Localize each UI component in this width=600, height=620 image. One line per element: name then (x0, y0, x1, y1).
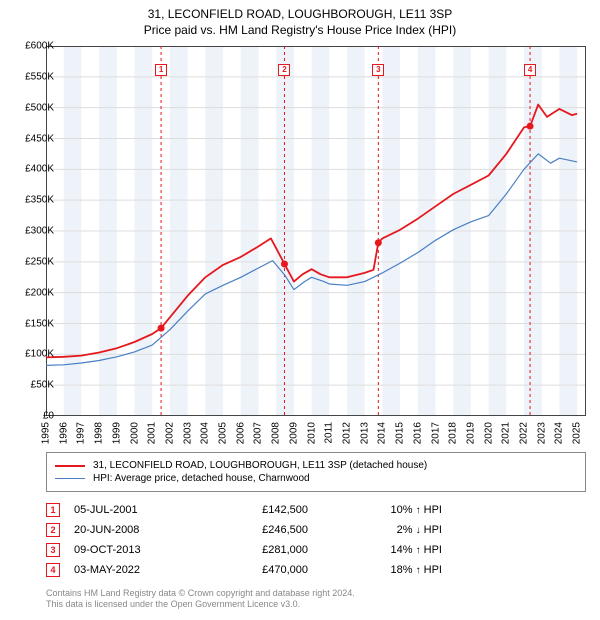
footer-attribution: Contains HM Land Registry data © Crown c… (46, 588, 586, 611)
y-axis-label: £600K (25, 41, 54, 52)
chart-title-line1: 31, LECONFIELD ROAD, LOUGHBOROUGH, LE11 … (0, 6, 600, 22)
legend-label: HPI: Average price, detached house, Char… (93, 473, 310, 484)
table-row: 3 09-OCT-2013 £281,000 14% ↑ HPI (46, 540, 586, 560)
x-axis-label: 1996 (58, 422, 69, 444)
x-axis-label: 2010 (306, 422, 317, 444)
row-pct: 18% ↑ HPI (322, 564, 442, 576)
x-axis-label: 1997 (76, 422, 87, 444)
x-axis-label: 2025 (572, 422, 583, 444)
sale-marker-label: 4 (524, 64, 536, 76)
chart-title-line2: Price paid vs. HM Land Registry's House … (0, 22, 600, 38)
row-price: £142,500 (208, 504, 308, 516)
footer-line1: Contains HM Land Registry data © Crown c… (46, 588, 586, 599)
y-axis-label: £250K (25, 256, 54, 267)
arrow-down-icon: ↓ (416, 525, 421, 536)
x-axis-label: 2017 (430, 422, 441, 444)
y-axis-label: £150K (25, 318, 54, 329)
x-axis-label: 1995 (41, 422, 52, 444)
y-axis-label: £100K (25, 349, 54, 360)
chart-svg (46, 46, 586, 416)
x-axis-label: 2012 (341, 422, 352, 444)
x-axis-label: 2015 (395, 422, 406, 444)
footer-line2: This data is licensed under the Open Gov… (46, 599, 586, 610)
x-axis-label: 2021 (501, 422, 512, 444)
legend-label: 31, LECONFIELD ROAD, LOUGHBOROUGH, LE11 … (93, 460, 427, 471)
sale-marker-label: 3 (372, 64, 384, 76)
row-marker: 4 (46, 563, 60, 577)
row-pct: 2% ↓ HPI (322, 524, 442, 536)
x-axis-label: 1999 (111, 422, 122, 444)
x-axis-label: 2007 (253, 422, 264, 444)
y-axis-label: £300K (25, 226, 54, 237)
y-axis-label: £0 (43, 411, 54, 422)
x-axis-label: 2009 (288, 422, 299, 444)
row-pct: 10% ↑ HPI (322, 504, 442, 516)
y-axis-label: £50K (31, 380, 54, 391)
row-price: £281,000 (208, 544, 308, 556)
y-axis-label: £500K (25, 102, 54, 113)
row-date: 20-JUN-2008 (74, 524, 194, 536)
x-axis-label: 2013 (359, 422, 370, 444)
table-row: 2 20-JUN-2008 £246,500 2% ↓ HPI (46, 520, 586, 540)
chart-area (46, 46, 586, 416)
x-axis-label: 1998 (94, 422, 105, 444)
chart-container: 31, LECONFIELD ROAD, LOUGHBOROUGH, LE11 … (0, 0, 600, 620)
arrow-up-icon: ↑ (416, 565, 421, 576)
table-row: 4 03-MAY-2022 £470,000 18% ↑ HPI (46, 560, 586, 580)
row-price: £470,000 (208, 564, 308, 576)
row-marker: 3 (46, 543, 60, 557)
sales-table: 1 05-JUL-2001 £142,500 10% ↑ HPI 2 20-JUN-200… (46, 500, 586, 580)
x-axis-label: 2019 (465, 422, 476, 444)
x-axis-label: 2005 (218, 422, 229, 444)
legend-swatch (55, 478, 85, 479)
table-row: 1 05-JUL-2001 £142,500 10% ↑ HPI (46, 500, 586, 520)
x-axis-label: 2024 (554, 422, 565, 444)
x-axis-label: 2018 (448, 422, 459, 444)
x-axis-label: 2023 (536, 422, 547, 444)
x-axis-label: 2022 (519, 422, 530, 444)
x-axis-label: 2016 (412, 422, 423, 444)
sale-marker-label: 1 (155, 64, 167, 76)
x-axis-label: 2008 (271, 422, 282, 444)
row-marker: 1 (46, 503, 60, 517)
x-axis-label: 2014 (377, 422, 388, 444)
row-price: £246,500 (208, 524, 308, 536)
y-axis-label: £350K (25, 195, 54, 206)
x-axis-label: 2011 (324, 422, 335, 444)
legend-item: 31, LECONFIELD ROAD, LOUGHBOROUGH, LE11 … (55, 459, 577, 472)
sale-marker-label: 2 (278, 64, 290, 76)
x-axis-label: 2006 (235, 422, 246, 444)
row-pct: 14% ↑ HPI (322, 544, 442, 556)
x-axis-label: 2004 (200, 422, 211, 444)
y-axis-label: £200K (25, 287, 54, 298)
x-axis-label: 2003 (182, 422, 193, 444)
y-axis-label: £550K (25, 71, 54, 82)
legend-swatch (55, 465, 85, 467)
chart-title-block: 31, LECONFIELD ROAD, LOUGHBOROUGH, LE11 … (0, 0, 600, 38)
x-axis-label: 2020 (483, 422, 494, 444)
arrow-up-icon: ↑ (416, 545, 421, 556)
x-axis-label: 2000 (129, 422, 140, 444)
y-axis-label: £450K (25, 133, 54, 144)
y-axis-label: £400K (25, 164, 54, 175)
row-date: 09-OCT-2013 (74, 544, 194, 556)
row-marker: 2 (46, 523, 60, 537)
row-date: 03-MAY-2022 (74, 564, 194, 576)
row-date: 05-JUL-2001 (74, 504, 194, 516)
arrow-up-icon: ↑ (416, 505, 421, 516)
legend-item: HPI: Average price, detached house, Char… (55, 472, 577, 485)
x-axis-label: 2002 (164, 422, 175, 444)
legend: 31, LECONFIELD ROAD, LOUGHBOROUGH, LE11 … (46, 452, 586, 492)
x-axis-label: 2001 (147, 422, 158, 444)
